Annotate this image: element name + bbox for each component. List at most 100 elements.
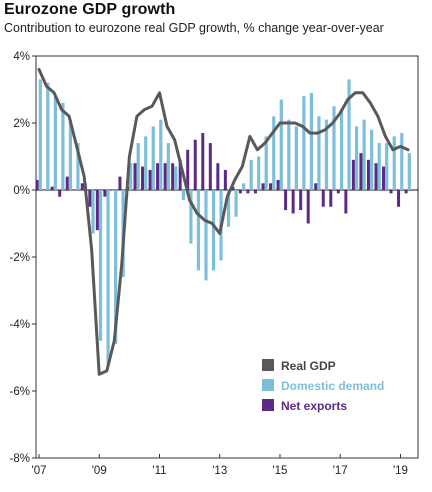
domestic-demand-bar [302,96,306,190]
legend-label-net-exports: Net exports [281,399,347,413]
domestic-demand-bar [370,129,374,190]
legend-label-real-gdp: Real GDP [281,359,336,373]
domestic-demand-bar [272,116,276,190]
net-exports-bar [404,190,408,194]
domestic-demand-bar [354,126,359,190]
net-exports-bar [366,159,370,190]
domestic-demand-bar [144,136,148,190]
domestic-demand-bar [91,190,95,234]
net-exports-bar [374,163,378,190]
net-exports-bar [276,179,280,190]
domestic-demand-bar [249,159,253,190]
domestic-demand-bar [38,79,42,190]
x-tick-label: '17 [333,465,348,477]
domestic-demand-bar [377,143,381,190]
net-exports-bars [35,133,408,231]
chart-subtitle: Contribution to eurozone real GDP growth… [4,21,384,35]
net-exports-bar [141,166,145,190]
domestic-demand-bar [324,119,329,190]
domestic-demand-bar [407,153,411,190]
net-exports-bar [178,159,182,190]
legend-swatch-domestic-demand [262,379,274,391]
y-tick-label: -4% [10,319,30,331]
net-exports-bar [118,176,122,190]
net-exports-bar [43,190,47,191]
legend: Real GDP Domestic demand Net exports [262,359,384,413]
legend-swatch-real-gdp [262,359,274,371]
domestic-demand-bar [68,119,73,190]
net-exports-bar [73,190,77,191]
net-exports-bar [148,169,152,190]
y-tick-label: 2% [13,118,30,130]
domestic-demand-bar [136,143,140,190]
net-exports-bar [269,183,273,190]
y-tick-label: -8% [10,453,30,465]
x-tick-label: '07 [32,465,47,477]
legend-swatch-net-exports [262,399,274,411]
domestic-demand-bar [226,190,231,227]
domestic-demand-bar [106,190,110,365]
chart-title: Eurozone GDP growth [4,1,176,18]
domestic-demand-bar [196,190,201,271]
x-tick-label: '15 [272,465,287,477]
net-exports-bar [223,169,227,190]
net-exports-bar [314,183,318,190]
real-gdp-line [37,67,410,376]
y-tick-label: -2% [10,252,30,264]
domestic-demand-bar [362,119,366,190]
net-exports-bar [133,163,137,190]
domestic-demand-bar [309,92,314,190]
domestic-demand-bar [242,183,246,190]
net-exports-bar [110,190,114,191]
x-tick-label: '09 [92,465,107,477]
domestic-demand-bar [61,102,65,190]
domestic-demand-bar [204,190,208,281]
domestic-demand-bar [400,133,404,190]
net-exports-bar [193,139,197,190]
domestic-demand-bar [76,143,80,190]
net-exports-bar [208,143,212,190]
domestic-demand-bar [257,156,261,190]
domestic-demand-bar [98,190,103,341]
y-tick-label: -6% [10,386,30,398]
net-exports-bar [336,190,340,194]
domestic-demand-bar [385,143,389,190]
real-gdp-line-group [37,67,410,376]
net-exports-bar [186,149,190,190]
net-exports-bar [246,190,250,194]
domestic-demand-bar [279,99,283,190]
domestic-demand-bar [166,143,170,190]
domestic-demand-bars [38,79,411,365]
net-exports-bar [306,190,310,224]
domestic-demand-bar [129,163,133,190]
net-exports-bar [216,163,220,190]
net-exports-bar [103,190,107,197]
domestic-demand-bar [294,126,298,190]
domestic-demand-bar [181,190,185,201]
net-exports-bar [50,186,54,190]
net-exports-bar [291,190,295,214]
domestic-demand-bar [347,79,351,190]
domestic-demand-bar [189,190,193,244]
net-exports-bar [35,179,39,190]
x-axis-ticks: '07 '09 '11 '13 '15 '17 '19 [32,454,408,477]
net-exports-bar [80,183,84,190]
legend-label-domestic-demand: Domestic demand [281,379,384,393]
net-exports-bar [261,183,265,190]
net-exports-bar [201,133,205,190]
net-exports-bar [351,159,355,190]
y-tick-label: 0% [13,185,30,197]
net-exports-bar [253,190,257,194]
net-exports-bar [344,190,348,214]
net-exports-bar [163,163,167,190]
domestic-demand-bar [392,136,396,190]
net-exports-bar [299,190,303,211]
domestic-demand-bar [317,116,321,190]
net-exports-bar [359,153,363,190]
net-exports-bar [58,190,62,197]
net-exports-bar [156,163,160,190]
net-exports-bar [284,190,288,211]
net-exports-bar [329,190,333,207]
